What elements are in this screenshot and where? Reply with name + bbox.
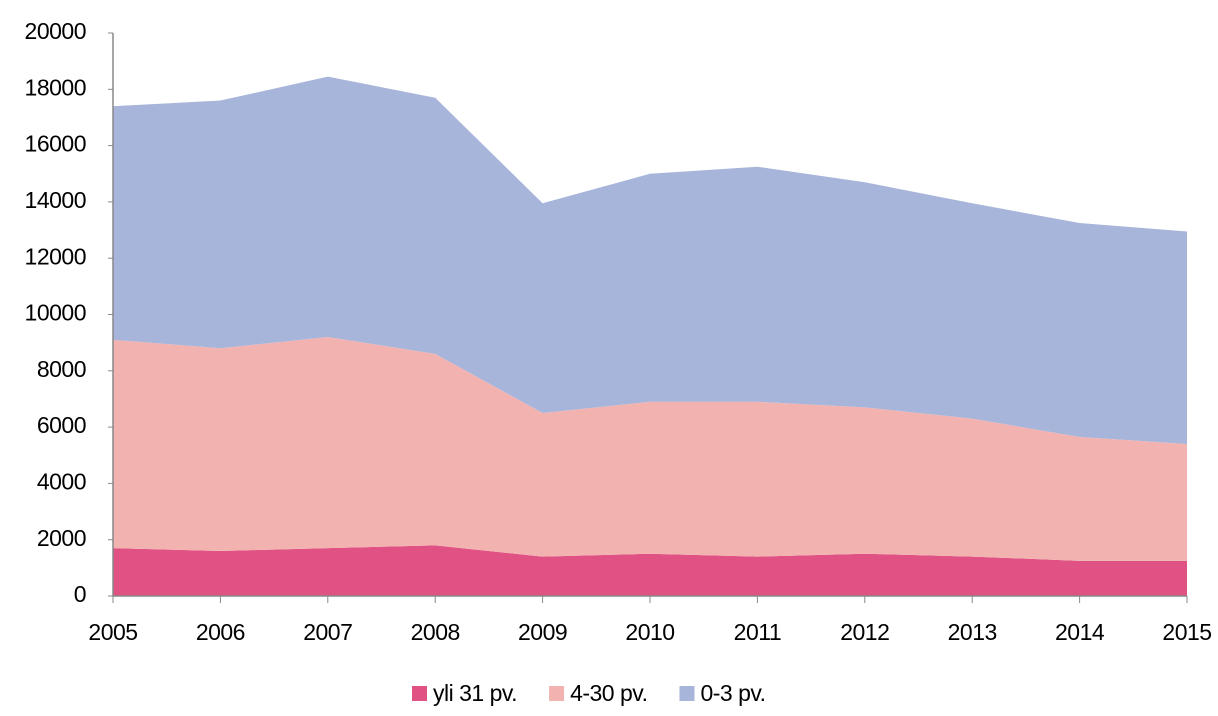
y-tick-label: 6000	[37, 412, 86, 438]
area	[113, 337, 1187, 561]
y-tick-label: 18000	[25, 74, 86, 100]
y-tick-label: 2000	[37, 525, 86, 551]
x-tick-label: 2007	[303, 619, 352, 645]
x-tick-label: 2010	[625, 619, 674, 645]
legend-label: 4-30 pv.	[570, 680, 647, 706]
x-tick-label: 2015	[1162, 619, 1211, 645]
y-tick-label: 10000	[25, 300, 86, 326]
area	[113, 545, 1187, 596]
area	[113, 76, 1187, 444]
x-tick-label: 2012	[840, 619, 889, 645]
y-tick-label: 8000	[37, 356, 86, 382]
x-tick-label: 2013	[948, 619, 997, 645]
legend-label: 0-3 pv.	[700, 680, 765, 706]
x-tick-label: 2014	[1055, 619, 1105, 645]
plot-area	[113, 76, 1187, 596]
legend-swatch	[549, 686, 565, 701]
x-tick-label: 2008	[411, 619, 460, 645]
x-tick-label: 2011	[734, 619, 781, 645]
y-tick-label: 0	[74, 581, 86, 607]
y-tick-label: 4000	[37, 468, 86, 494]
legend-swatch	[679, 686, 695, 701]
y-tick-label: 14000	[25, 187, 86, 213]
x-tick-label: 2009	[518, 619, 567, 645]
x-tick-label: 2005	[88, 619, 137, 645]
x-tick-label: 2006	[196, 619, 245, 645]
y-tick-label: 20000	[25, 18, 86, 44]
y-tick-label: 12000	[25, 243, 86, 269]
legend-swatch	[412, 686, 427, 701]
legend-label: yli 31 pv.	[433, 680, 517, 706]
y-tick-label: 16000	[25, 131, 86, 157]
